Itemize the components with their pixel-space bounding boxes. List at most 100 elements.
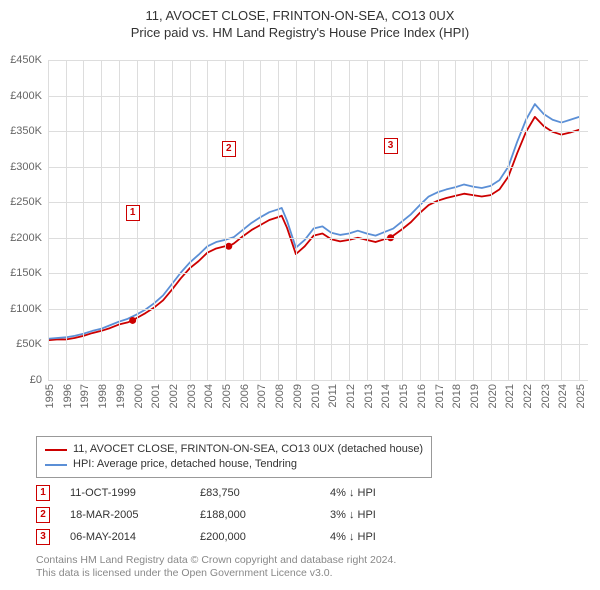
chart-area: £0£50K£100K£150K£200K£250K£300K£350K£400… [48,60,588,400]
gridline-h [48,131,588,132]
chart-subtitle: Price paid vs. HM Land Registry's House … [0,25,600,40]
event-num-box: 2 [36,507,50,523]
chart-container: 11, AVOCET CLOSE, FRINTON-ON-SEA, CO13 0… [0,0,600,590]
gridline-v [349,60,350,380]
footer-line-1: Contains HM Land Registry data © Crown c… [36,554,396,567]
gridline-v [66,60,67,380]
event-price: £200,000 [200,526,330,548]
x-tick-label: 1999 [115,384,127,408]
marker-label-box: 1 [126,205,140,221]
x-tick-label: 2008 [274,384,286,408]
event-diff: 4% ↓ HPI [330,482,420,504]
footer: Contains HM Land Registry data © Crown c… [36,554,396,580]
x-tick-label: 1998 [97,384,109,408]
gridline-v [579,60,580,380]
gridline-v [367,60,368,380]
x-tick-label: 2010 [310,384,322,408]
x-tick-label: 1995 [44,384,56,408]
x-tick-label: 2017 [434,384,446,408]
event-num-box: 3 [36,529,50,545]
event-diff: 3% ↓ HPI [330,504,420,526]
gridline-v [243,60,244,380]
gridline-v [384,60,385,380]
x-tick-label: 2019 [469,384,481,408]
x-tick-label: 1997 [79,384,91,408]
y-tick-label: £150K [0,267,42,279]
marker-label-box: 3 [384,138,398,154]
x-tick-label: 2007 [256,384,268,408]
event-price: £188,000 [200,504,330,526]
x-tick-label: 2012 [345,384,357,408]
y-tick-label: £300K [0,161,42,173]
event-price: £83,750 [200,482,330,504]
gridline-v [420,60,421,380]
x-tick-label: 2021 [504,384,516,408]
gridline-v [207,60,208,380]
x-tick-label: 2013 [363,384,375,408]
legend-row: 11, AVOCET CLOSE, FRINTON-ON-SEA, CO13 0… [45,442,423,457]
gridline-v [278,60,279,380]
footer-line-2: This data is licensed under the Open Gov… [36,567,396,580]
x-tick-label: 2001 [150,384,162,408]
gridline-h [48,60,588,61]
y-tick-label: £100K [0,303,42,315]
event-date: 18-MAR-2005 [70,504,200,526]
events-table: 1 11-OCT-1999£83,7504% ↓ HPI 2 18-MAR-2005£… [36,482,420,548]
gridline-v [314,60,315,380]
x-tick-label: 2014 [380,384,392,408]
gridline-h [48,202,588,203]
x-tick-label: 2005 [221,384,233,408]
gridline-v [508,60,509,380]
x-tick-label: 2025 [575,384,587,408]
marker-label-box: 2 [222,141,236,157]
gridline-v [402,60,403,380]
gridline-h [48,380,588,381]
y-tick-label: £0 [0,374,42,386]
event-diff: 4% ↓ HPI [330,526,420,548]
x-tick-label: 2002 [168,384,180,408]
legend-swatch [45,449,67,451]
event-row: 2 18-MAR-2005£188,0003% ↓ HPI [36,504,420,526]
marker-point [129,317,136,324]
gridline-h [48,167,588,168]
y-tick-label: £350K [0,125,42,137]
x-tick-label: 1996 [62,384,74,408]
gridline-v [260,60,261,380]
event-num-box: 1 [36,485,50,501]
x-tick-label: 2020 [487,384,499,408]
gridline-v [119,60,120,380]
gridline-v [101,60,102,380]
legend-swatch [45,464,67,466]
gridline-v [48,60,49,380]
title-block: 11, AVOCET CLOSE, FRINTON-ON-SEA, CO13 0… [0,0,600,40]
legend-row: HPI: Average price, detached house, Tend… [45,457,423,472]
legend-label: HPI: Average price, detached house, Tend… [73,457,297,472]
x-tick-label: 2022 [522,384,534,408]
gridline-h [48,344,588,345]
event-row: 306-MAY-2014£200,0004% ↓ HPI [36,526,420,548]
x-tick-label: 2023 [540,384,552,408]
gridline-v [172,60,173,380]
gridline-v [491,60,492,380]
gridline-v [438,60,439,380]
gridline-v [296,60,297,380]
gridline-v [473,60,474,380]
x-tick-label: 2003 [186,384,198,408]
x-tick-label: 2009 [292,384,304,408]
gridline-v [83,60,84,380]
event-row: 1 11-OCT-1999£83,7504% ↓ HPI [36,482,420,504]
x-tick-label: 2004 [203,384,215,408]
y-tick-label: £50K [0,338,42,350]
gridline-v [331,60,332,380]
legend: 11, AVOCET CLOSE, FRINTON-ON-SEA, CO13 0… [36,436,432,478]
gridline-h [48,238,588,239]
x-tick-label: 2016 [416,384,428,408]
gridline-v [154,60,155,380]
event-date: 11-OCT-1999 [70,482,200,504]
x-tick-label: 2018 [451,384,463,408]
x-tick-label: 2015 [398,384,410,408]
gridline-h [48,273,588,274]
marker-point [225,243,232,250]
x-tick-label: 2024 [557,384,569,408]
x-tick-label: 2000 [133,384,145,408]
